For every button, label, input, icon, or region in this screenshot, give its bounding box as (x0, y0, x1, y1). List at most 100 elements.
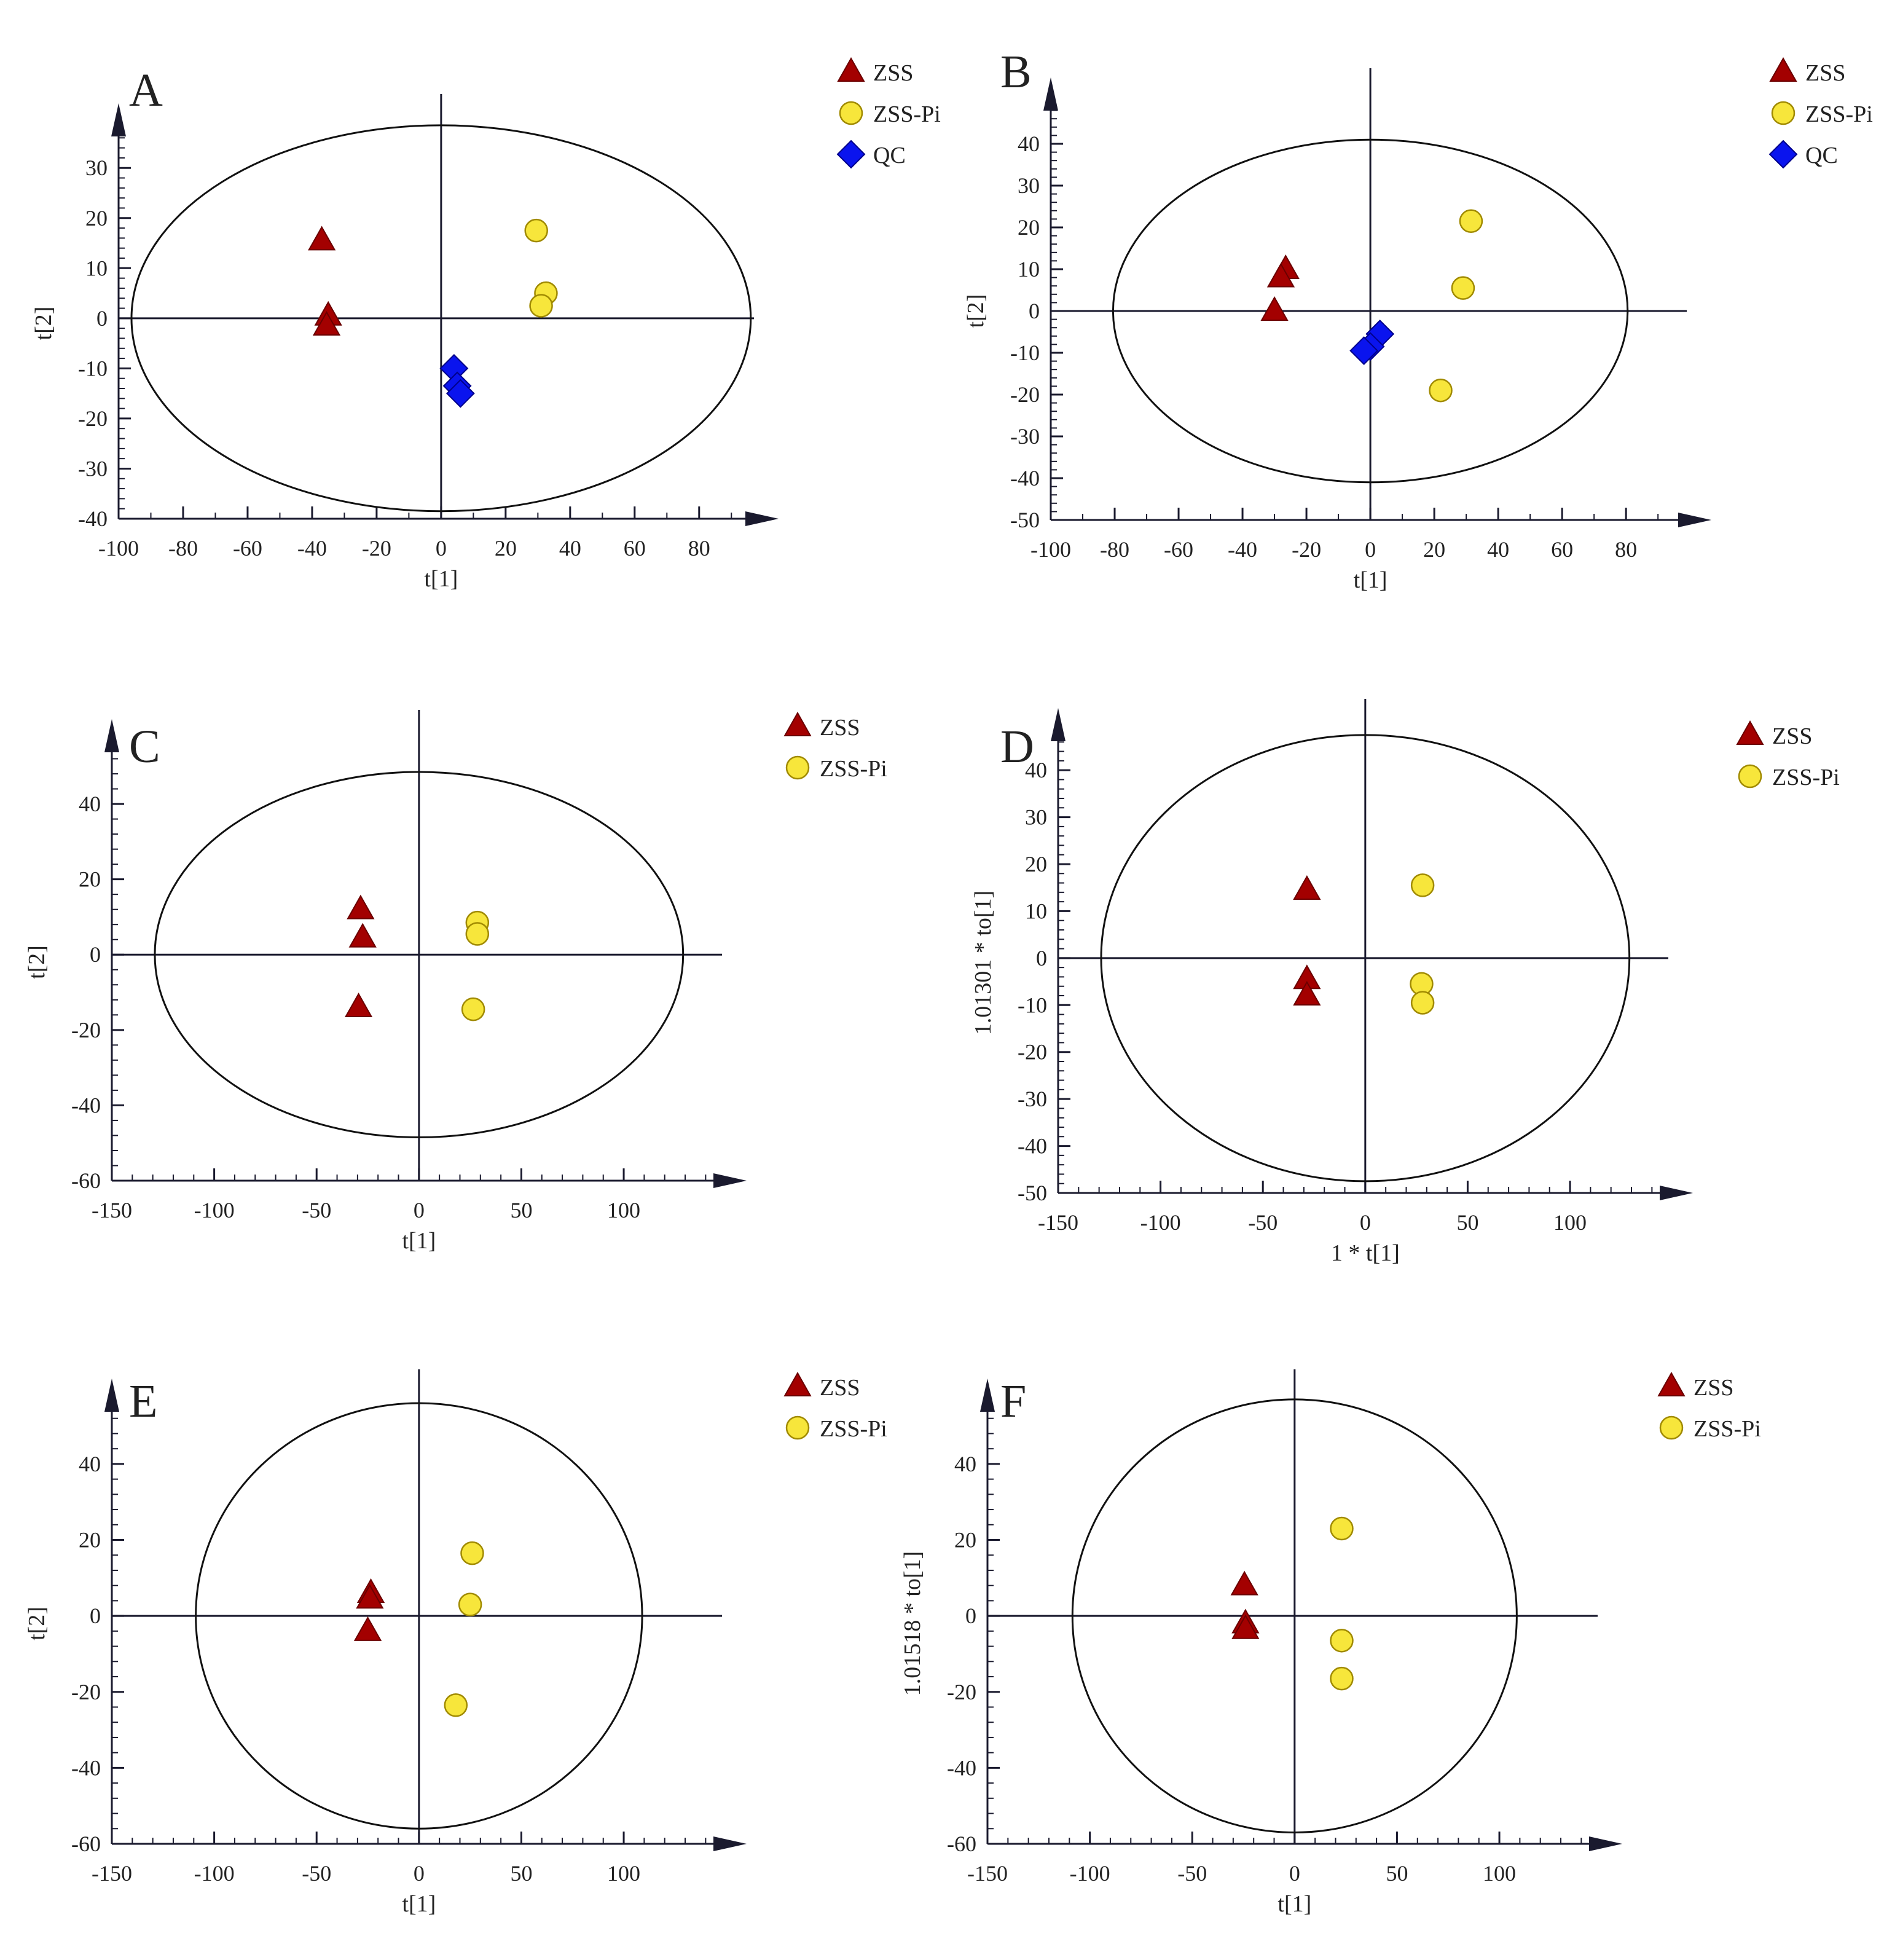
y-axis-title: t[2] (24, 1607, 50, 1640)
confidence-ellipse (1112, 138, 1629, 484)
zss-pi-point (1330, 1666, 1354, 1691)
legend-zss-marker (1657, 1371, 1686, 1396)
y-tick-label: 0 (90, 942, 101, 967)
x-tick-label: -40 (297, 536, 327, 561)
x-tick-label: -100 (194, 1198, 235, 1222)
y-tick-label: 20 (954, 1528, 976, 1553)
x-axis-arrow (1660, 1186, 1693, 1200)
x-axis-title: t[1] (424, 566, 458, 592)
x-axis-title: t[1] (402, 1228, 436, 1254)
legend-zss-marker (783, 711, 812, 736)
legend-zss-marker (837, 57, 865, 82)
zss-point (312, 311, 341, 336)
confidence-ellipse (1100, 734, 1631, 1183)
x-tick-label: -50 (1248, 1210, 1278, 1235)
y-axis-title: t[2] (31, 307, 57, 340)
y-tick-label: -60 (947, 1832, 976, 1856)
confidence-ellipse (195, 1402, 643, 1830)
zss-point (308, 226, 336, 251)
x-tick-label: -50 (302, 1198, 331, 1222)
y-tick-label: -20 (71, 1680, 101, 1704)
x-tick-label: 40 (559, 536, 581, 561)
y-tick-label: 10 (1018, 257, 1040, 281)
y-tick-label: 0 (90, 1604, 101, 1628)
x-tick-label: 100 (607, 1861, 640, 1886)
legend-qc-marker (836, 140, 866, 169)
x-tick-label: -60 (233, 536, 262, 561)
x-tick-label: 100 (1553, 1210, 1587, 1235)
legend-zss-pi-label: ZSS-Pi (820, 1416, 887, 1442)
x-tick-label: -150 (967, 1861, 1008, 1886)
y-axis-arrow (980, 1379, 995, 1412)
x-tick-label: 60 (1551, 537, 1573, 562)
x-tick-label: -80 (1100, 537, 1129, 562)
y-tick-label: -40 (71, 1093, 101, 1117)
y-tick-label: -30 (1018, 1087, 1047, 1111)
legend-zss-pi-marker (839, 101, 863, 125)
x-tick-label: -20 (1292, 537, 1321, 562)
y-tick-label: 30 (85, 155, 108, 180)
zss-pi-point (1429, 378, 1453, 403)
x-axis-title: 1 * t[1] (1331, 1240, 1400, 1266)
y-tick-label: -40 (78, 506, 108, 531)
x-tick-label: -150 (92, 1861, 132, 1886)
y-tick-label: -40 (1010, 466, 1040, 490)
y-tick-label: -30 (1010, 424, 1040, 449)
y-tick-label: 0 (1029, 299, 1040, 323)
panel-label-e: E (129, 1376, 157, 1427)
y-tick-label: -10 (1018, 993, 1047, 1017)
zss-point (1293, 875, 1321, 900)
y-tick-label: 0 (1036, 946, 1047, 970)
x-tick-label: -100 (1030, 537, 1071, 562)
legend-qc-label: QC (1805, 143, 1838, 168)
x-tick-label: 60 (624, 536, 646, 561)
x-tick-label: 0 (414, 1198, 425, 1222)
y-tick-label: -20 (1010, 382, 1040, 407)
x-tick-label: 80 (1615, 537, 1637, 562)
x-tick-label: 20 (1423, 537, 1445, 562)
y-tick-label: 20 (79, 867, 101, 892)
x-tick-label: -80 (168, 536, 198, 561)
legend-zss-marker (1769, 57, 1797, 82)
zss-point (1266, 262, 1295, 288)
panel-e: E -150 -100 -50 0 50 100 -60 -40 -20 0 20 40 t[1] t[2]… (24, 1369, 887, 1917)
y-tick-label: -20 (78, 406, 108, 431)
x-tick-label: 40 (1487, 537, 1509, 562)
y-tick-label: -40 (947, 1755, 976, 1780)
x-tick-label: -60 (1164, 537, 1193, 562)
x-tick-label: 50 (510, 1861, 532, 1886)
legend-zss-pi-marker (785, 755, 810, 780)
y-tick-label: 40 (954, 1452, 976, 1476)
zss-point (348, 923, 377, 948)
panel-label-d: D (1000, 721, 1034, 773)
y-tick-label: 20 (79, 1528, 101, 1553)
legend-zss-pi-label: ZSS-Pi (820, 756, 887, 782)
x-axis-arrow (1678, 513, 1711, 527)
x-axis-arrow (713, 1173, 747, 1188)
x-axis-arrow (1589, 1836, 1622, 1851)
x-tick-label: 0 (414, 1861, 425, 1886)
y-axis-title: 1.01518 * to[1] (900, 1551, 925, 1696)
y-tick-label: -10 (78, 356, 108, 380)
confidence-ellipse (1071, 1398, 1518, 1833)
y-tick-label: -20 (947, 1680, 976, 1704)
zss-point (1260, 296, 1289, 321)
legend-zss-pi-marker (1738, 764, 1762, 789)
legend-zss-label: ZSS (1805, 60, 1845, 86)
zss-pi-point (1459, 209, 1483, 234)
legend-zss-pi-label: ZSS-Pi (1772, 765, 1840, 790)
y-tick-label: 30 (1025, 805, 1047, 830)
x-axis-title: t[1] (1354, 567, 1387, 593)
y-tick-label: 20 (1025, 852, 1047, 876)
zss-pi-point (1410, 873, 1435, 897)
qc-point (445, 379, 475, 408)
y-axis-arrow (1043, 77, 1058, 111)
zss-pi-point (1410, 991, 1435, 1015)
panel-d: D-150 -100 -50 0 50 100-50-40-30-20-100102030… (970, 699, 1840, 1266)
zss-pi-point (1330, 1516, 1354, 1541)
legend-zss-label: ZSS (820, 715, 860, 741)
confidence-ellipse (130, 124, 752, 513)
zss-point (353, 1616, 382, 1641)
zss-point (347, 894, 375, 919)
